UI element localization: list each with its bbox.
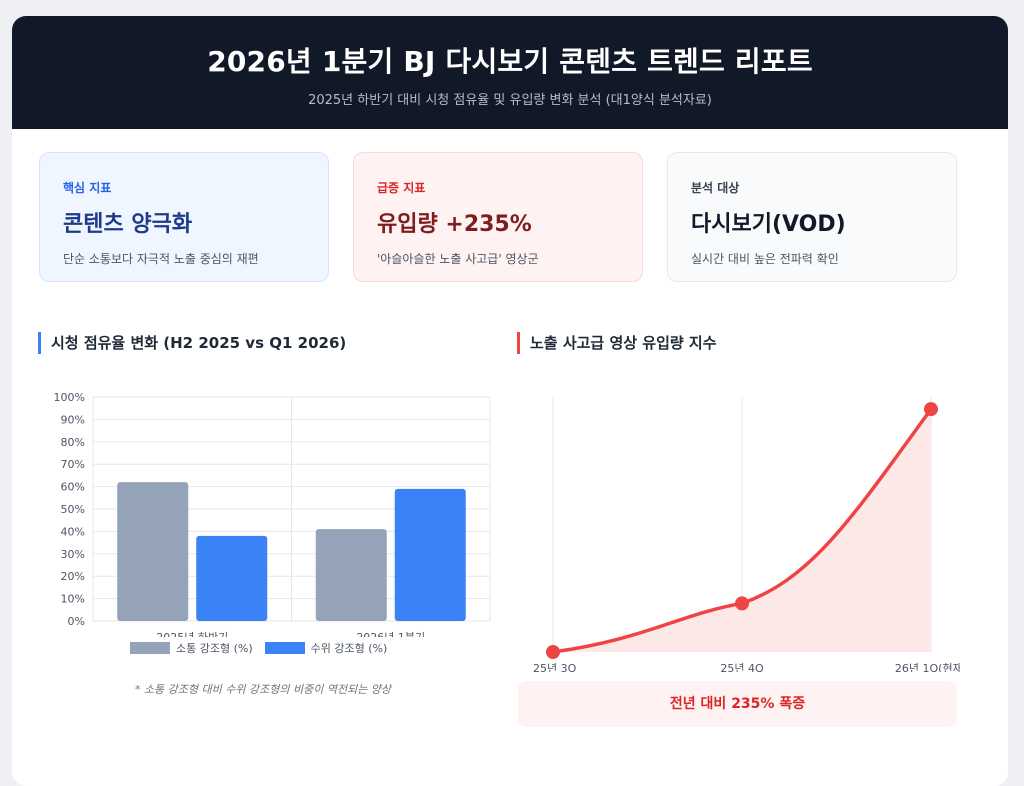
kpi-label: 분석 대상 — [691, 181, 740, 195]
inflow-area-chart: 25년 3Q 25년 4Q 26년 1Q(현재) — [533, 397, 960, 672]
y-tick-label: 0% — [68, 615, 85, 628]
legend-item-explicit[interactable]: 수위 강조형 (%) — [264, 640, 388, 656]
kpi-card-core: 핵심 지표 콘텐츠 양극화 단순 소통보다 자극적 노출 중심의 재편 — [39, 152, 329, 282]
inflow-section-title: 노출 사고급 영상 유입량 지수 — [517, 332, 717, 354]
share-section-title: 시청 점유율 변화 (H2 2025 vs Q1 2026) — [38, 332, 346, 354]
y-tick-label: 10% — [61, 593, 85, 606]
bar-legend: 소통 강조형 (%) 수위 강조형 (%) — [130, 640, 387, 656]
y-tick-label: 70% — [61, 458, 85, 471]
legend-swatch-blue — [264, 642, 305, 654]
surge-callout: 전년 대비 235% 폭증 — [518, 681, 957, 727]
kpi-desc: '아슬아슬한 노출 사고급' 영상군 — [377, 252, 539, 266]
y-tick-label: 80% — [61, 436, 85, 449]
kpi-value: 다시보기(VOD) — [691, 212, 846, 237]
legend-item-communication[interactable]: 소통 강조형 (%) — [130, 640, 253, 656]
report-header: 2026년 1분기 BJ 다시보기 콘텐츠 트렌드 리포트 2025년 하반기 … — [12, 16, 1008, 129]
legend-swatch-gray — [130, 642, 170, 654]
kpi-value: 유입량 +235% — [377, 212, 532, 237]
kpi-value: 콘텐츠 양극화 — [63, 212, 193, 237]
y-tick-label: 40% — [61, 525, 85, 538]
x-tick-label: 2026년 1분기 — [356, 631, 425, 637]
report-card: 2026년 1분기 BJ 다시보기 콘텐츠 트렌드 리포트 2025년 하반기 … — [12, 16, 1008, 786]
kpi-label: 급증 지표 — [377, 181, 426, 195]
legend-label: 소통 강조형 (%) — [176, 642, 253, 655]
x-tick-label: 25년 4Q — [720, 662, 764, 672]
area-fill — [553, 409, 931, 652]
y-tick-label: 60% — [61, 481, 85, 494]
y-tick-label: 100% — [54, 391, 85, 404]
data-point — [924, 402, 938, 417]
y-tick-label: 90% — [61, 413, 85, 426]
x-tick-label: 26년 1Q(현재) — [895, 662, 960, 672]
x-tick-label: 25년 3Q — [533, 662, 577, 672]
chart-footnote: * 소통 강조형 대비 수위 강조형의 비중이 역전되는 양상 — [134, 683, 392, 696]
kpi-label: 핵심 지표 — [63, 181, 112, 195]
kpi-row: 핵심 지표 콘텐츠 양극화 단순 소통보다 자극적 노출 중심의 재편 급증 지… — [39, 152, 957, 282]
y-tick-label: 20% — [61, 570, 85, 583]
data-point — [546, 645, 560, 659]
share-bar-chart: 0% 10% 20% 30% 40% 50% 60% 70% 80% 90% 100% 2025년 하… — [54, 391, 491, 637]
legend-label: 수위 강조형 (%) — [310, 642, 388, 655]
bar — [394, 488, 466, 621]
y-tick-label: 30% — [61, 548, 85, 561]
kpi-card-target: 분석 대상 다시보기(VOD) 실시간 대비 높은 전파력 확인 — [667, 152, 957, 282]
bar — [196, 535, 268, 621]
kpi-card-surge: 급증 지표 유입량 +235% '아슬아슬한 노출 사고급' 영상군 — [353, 152, 643, 282]
x-tick-label: 2025년 하반기 — [156, 630, 228, 637]
kpi-desc: 단순 소통보다 자극적 노출 중심의 재편 — [63, 252, 259, 266]
data-point — [735, 596, 749, 611]
kpi-desc: 실시간 대비 높은 전파력 확인 — [691, 252, 839, 266]
y-tick-label: 50% — [61, 503, 85, 516]
page-subtitle: 2025년 하반기 대비 시청 점유율 및 유입량 변화 분석 (대1양식 분석… — [308, 93, 712, 108]
bar — [315, 529, 387, 621]
page-title: 2026년 1분기 BJ 다시보기 콘텐츠 트렌드 리포트 — [207, 45, 813, 78]
bar — [117, 482, 189, 621]
